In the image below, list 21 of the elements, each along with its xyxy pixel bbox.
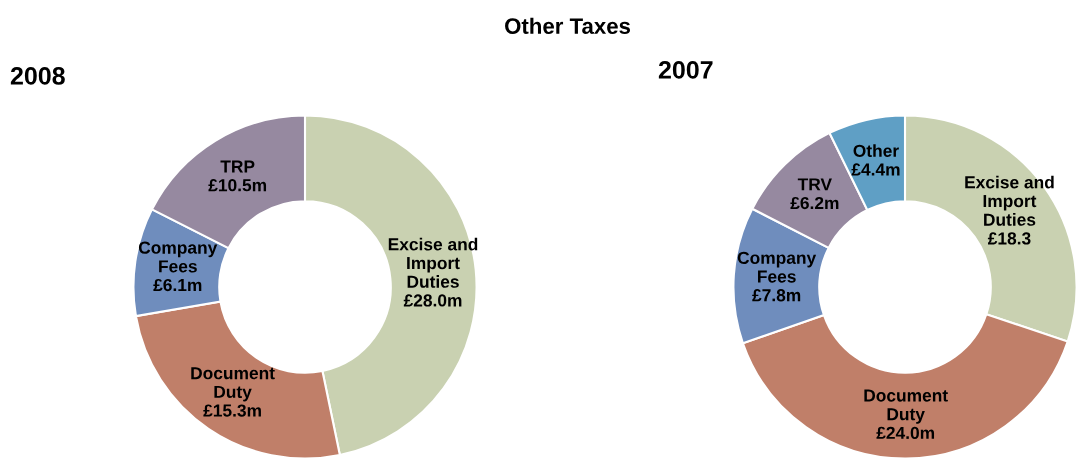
- data-label: £4.4m: [851, 163, 900, 176]
- data-label: £24.0m: [876, 426, 935, 440]
- data-label: £10.5m: [208, 179, 267, 192]
- slice-label: Document Duty: [864, 389, 948, 424]
- slice-label: Document Duty: [191, 367, 275, 402]
- data-label: £28.0m: [403, 294, 462, 307]
- data-label: £18.3: [987, 232, 1031, 245]
- slice-label: Company Fees: [138, 241, 218, 273]
- slice-label: TRV: [797, 178, 832, 191]
- data-label: £7.8m: [752, 289, 801, 302]
- slice-label: TRP: [220, 160, 255, 173]
- slice-label: Excise and Import Duties: [965, 175, 1054, 226]
- data-label: £15.3m: [203, 404, 261, 417]
- text: Other Taxes: [505, 17, 631, 34]
- slice-label: Excise and Import Duties: [388, 237, 478, 288]
- chart-title: 2007: [658, 61, 713, 79]
- slice-label: Company Fees: [737, 251, 817, 283]
- data-label: £6.2m: [790, 196, 839, 210]
- slice-label: Other: [853, 144, 899, 157]
- chart-title: 2008: [10, 67, 65, 85]
- data-label: £6.1m: [153, 278, 202, 292]
